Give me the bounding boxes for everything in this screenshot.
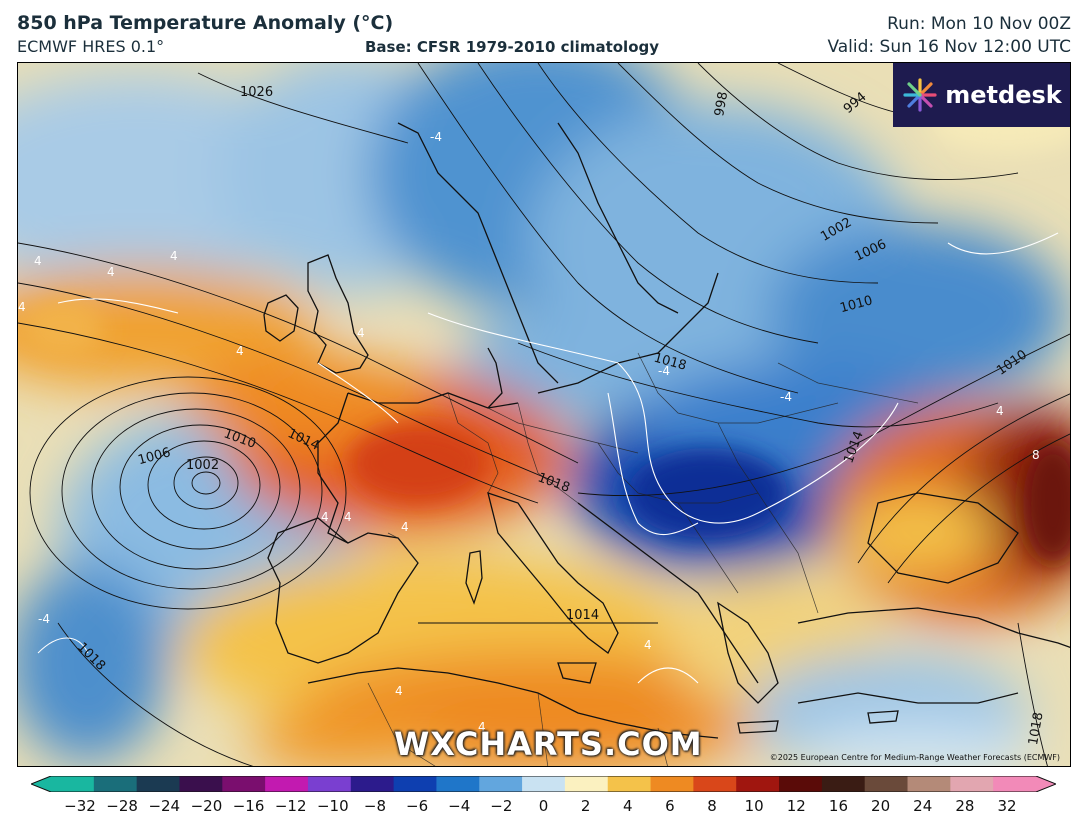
colorbar-segment [350, 776, 395, 792]
colorbar-tick-label: 10 [744, 797, 764, 815]
colorbar-segment [993, 776, 1037, 792]
metdesk-burst-icon [903, 78, 937, 112]
climatology-base-label: Base: CFSR 1979-2010 climatology [365, 38, 660, 56]
colorbar-max-arrow [1036, 776, 1056, 792]
isobars [18, 63, 1070, 766]
colorbar-tick-label: −2 [490, 797, 513, 815]
country-borders [367, 352, 919, 766]
anomaly-label: 4 [478, 720, 486, 734]
anomaly-label: 4 [34, 254, 42, 268]
colorbar-tick-labels: −32 −28 −24 −20 −16 −12 −10 −8 −6 −4 −2 0 2 4 6 8 10 12 16… [0, 797, 1088, 819]
colorbar-segment [179, 776, 223, 792]
colorbar-segment [479, 776, 523, 792]
colorbar-tick-label: 32 [997, 797, 1017, 815]
isobar-label: 1014 [566, 608, 599, 623]
colorbar-tick-label: −6 [406, 797, 429, 815]
colorbar-tick-label: −20 [190, 797, 223, 815]
colorbar-segment [864, 776, 909, 792]
colorbar-tick-label: 28 [955, 797, 975, 815]
colorbar-segment [51, 776, 95, 792]
colorbar-tick-label: 24 [913, 797, 933, 815]
anomaly-map[interactable]: 1026 998 994 1002 1006 1010 1018 1010 10… [17, 62, 1071, 767]
metdesk-wordmark: metdesk [945, 81, 1062, 109]
colorbar-segment [393, 776, 437, 792]
anomaly-label: 4 [395, 684, 403, 698]
colorbar-tick-label: 6 [665, 797, 675, 815]
metdesk-logo: metdesk [893, 63, 1070, 127]
anomaly-label: 4 [644, 638, 652, 652]
colorbar-tick-label: −24 [148, 797, 181, 815]
run-time-label: Run: Mon 10 Nov 00Z [887, 14, 1071, 34]
anomaly-label: 4 [18, 300, 26, 314]
colorbar-segment [222, 776, 266, 792]
ecmwf-copyright: ©2025 European Centre for Medium-Range W… [769, 753, 1060, 762]
colorbar-segment [779, 776, 823, 792]
colorbar-tick-label: −32 [64, 797, 96, 815]
anomaly-label: 4 [321, 510, 329, 524]
colorbar-segment [307, 776, 352, 792]
colorbar-tick-label: −12 [274, 797, 307, 815]
anomaly-label: -4 [38, 612, 50, 626]
colorbar-tick-label: 0 [538, 797, 549, 815]
map-canvas: 1026 998 994 1002 1006 1010 1018 1010 10… [18, 63, 1070, 766]
colorbar-tick-label: 2 [580, 797, 591, 815]
colorbar-segment [950, 776, 994, 792]
colorbar-tick-label: −16 [232, 797, 265, 815]
colorbar-segment [136, 776, 180, 792]
model-label: ECMWF HRES 0.1° [17, 37, 165, 56]
colorbar [31, 776, 1056, 792]
wxcharts-watermark: WXCHARTS.COM [394, 725, 703, 763]
anomaly-contours [37, 232, 1059, 684]
colorbar-segment [607, 776, 652, 792]
colorbar-tick-label: 4 [622, 797, 633, 815]
anomaly-label: 4 [107, 265, 115, 279]
anomaly-label: -4 [780, 390, 792, 404]
anomaly-label: 4 [344, 510, 352, 524]
isobar-label: 1002 [186, 458, 219, 473]
colorbar-segment [821, 776, 866, 792]
anomaly-label-layer: -4 4 4 4 4 4 4 -4 -4 4 8 4 4 4 4 -4 4 4 [18, 130, 1040, 734]
colorbar-tick-label: 16 [828, 797, 848, 815]
colorbar-tick-label: −4 [448, 797, 471, 815]
colorbar-segment [436, 776, 480, 792]
chart-title: 850 hPa Temperature Anomaly (°C) [17, 12, 394, 34]
colorbar-segment [736, 776, 780, 792]
colorbar-segment [907, 776, 951, 792]
colorbar-tick-label: 20 [871, 797, 891, 815]
colorbar-segments [31, 776, 1056, 792]
colorbar-min-arrow [31, 776, 51, 792]
colorbar-tick-label: 12 [786, 797, 806, 815]
colorbar-tick-label: −28 [106, 797, 138, 815]
anomaly-label: 4 [236, 344, 244, 358]
colorbar-segment [522, 776, 566, 792]
colorbar-segment [265, 776, 309, 792]
anomaly-label: 4 [357, 326, 365, 340]
anomaly-label: -4 [658, 364, 670, 378]
colorbar-tick-label: 8 [707, 797, 717, 815]
anomaly-label: 4 [996, 404, 1004, 418]
coastlines [263, 122, 1070, 739]
colorbar-segment [93, 776, 138, 792]
colorbar-segment [650, 776, 694, 792]
colorbar-segment [564, 776, 609, 792]
colorbar-segment [693, 776, 737, 792]
valid-time-label: Valid: Sun 16 Nov 12:00 UTC [827, 37, 1071, 57]
anomaly-label: 4 [170, 249, 178, 263]
anomaly-label: -4 [430, 130, 442, 144]
isobar-label: 998 [712, 91, 731, 118]
isobar-label: 1026 [240, 85, 273, 100]
isobar-label: 1018 [1026, 711, 1047, 746]
colorbar-tick-label: −8 [363, 797, 387, 815]
anomaly-label: 4 [401, 520, 409, 534]
anomaly-label: 8 [1032, 448, 1040, 462]
colorbar-tick-label: −10 [316, 797, 349, 815]
